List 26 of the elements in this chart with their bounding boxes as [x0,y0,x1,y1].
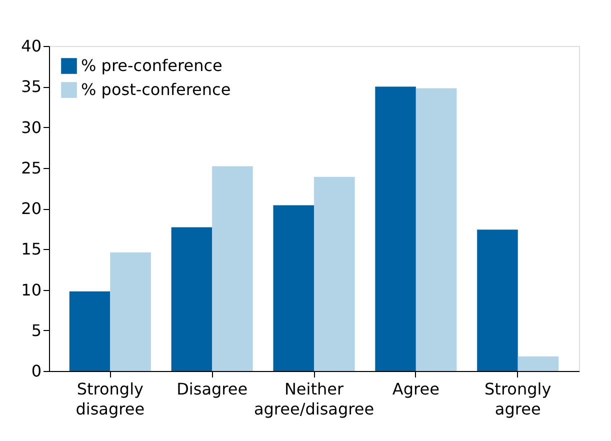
bar [69,291,110,371]
x-tick-label: Strongly agree [484,380,552,418]
y-tick-label: 20 [21,199,42,218]
x-tick-label: Neither agree/disagree [254,380,374,418]
y-tick-label: 30 [21,118,42,137]
y-tick-label: 40 [21,36,42,56]
y-tick-label: 25 [21,158,42,178]
y-tick-label: 0 [31,362,42,380]
x-tick-label: Strongly disagree [76,380,145,418]
x-tick-label: Agree [392,380,440,398]
bar [273,205,314,371]
bar [171,227,212,371]
legend-label: % post-conference [81,80,231,99]
bar [477,230,518,371]
bar [110,252,151,371]
bar [518,356,559,371]
legend-label: % pre-conference [81,56,222,75]
bar [416,88,457,371]
bar [375,86,416,371]
x-tick-label: Disagree [176,380,248,398]
y-tick-label: 15 [21,240,42,259]
bar [314,176,355,371]
y-tick-label: 5 [31,320,42,340]
y-tick-label: 10 [21,280,42,300]
y-tick-label: 35 [21,77,42,96]
bar [212,166,253,371]
